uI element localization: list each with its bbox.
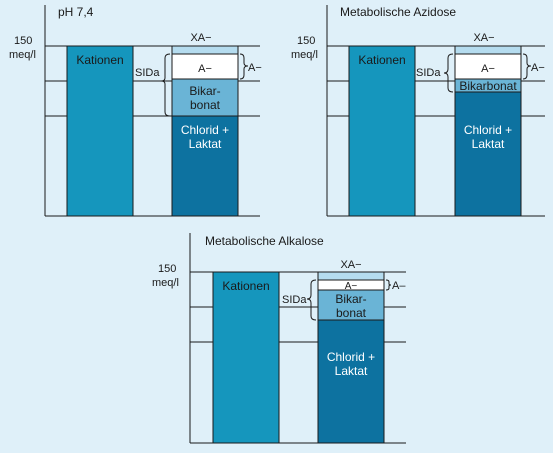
- axis-unit-label: meq/l: [152, 277, 179, 289]
- a-brace: [385, 279, 392, 291]
- axis-value-label: 150: [14, 35, 32, 47]
- a-outer-label: A–: [392, 280, 406, 292]
- a-inner-label: A−: [481, 63, 495, 75]
- bikarbonat-label-line2: bonat: [190, 98, 221, 112]
- a-segment: [454, 53, 522, 80]
- kationen-bar: [212, 271, 280, 444]
- a-inner-label: A−: [198, 63, 212, 75]
- xa-label: XA−: [340, 259, 361, 271]
- chlorid-segment: [454, 91, 522, 217]
- xa-label: XA−: [473, 32, 494, 44]
- a-inner-label: A−: [345, 281, 358, 292]
- axis-value-label: 150: [158, 263, 176, 275]
- sida-brace: [160, 53, 171, 117]
- panel-title: Metabolische Alkalose: [205, 234, 324, 248]
- chlorid-label-line1: Chlorid +: [464, 123, 512, 137]
- kationen-label: Kationen: [222, 279, 269, 293]
- chlorid-label-line1: Chlorid +: [327, 350, 375, 364]
- panel-azidose: Metabolische Azidose 150 meq/l Kationen …: [291, 5, 545, 217]
- panel-title: pH 7,4: [58, 5, 94, 19]
- chlorid-segment: [317, 319, 385, 444]
- axis-value-label: 150: [297, 35, 315, 47]
- a-outer-label: A−: [248, 62, 262, 74]
- xa-label: XA−: [190, 32, 211, 44]
- kationen-label: Kationen: [358, 53, 405, 67]
- panel-title: Metabolische Azidose: [340, 5, 456, 19]
- xa-segment: [171, 45, 239, 55]
- bikarbonat-label-line1: Bikarbonat: [459, 79, 517, 93]
- a-brace: [522, 53, 532, 80]
- sida-brace: [443, 53, 454, 93]
- a-outer-label: A−: [531, 62, 545, 74]
- sida-label: SIDa: [416, 67, 441, 79]
- axis-unit-label: meq/l: [9, 49, 36, 61]
- panel-alkalose: Metabolische Alkalose 150 meq/l Kationen…: [152, 233, 406, 444]
- xa-segment: [454, 45, 522, 55]
- bikarbonat-label-line1: Bikar-: [335, 292, 366, 306]
- kationen-bar: [348, 45, 416, 217]
- panel-normal: pH 7,4 150 meq/l Kationen XA− A− Bikar- …: [9, 5, 262, 217]
- kationen-label: Kationen: [76, 53, 123, 67]
- chlorid-label-line1: Chlorid +: [181, 123, 229, 137]
- chlorid-segment: [171, 115, 239, 217]
- a-segment: [171, 53, 239, 80]
- axis-unit-label: meq/l: [291, 49, 318, 61]
- sida-label: SIDa: [135, 67, 160, 79]
- chlorid-label-line2: Laktat: [189, 137, 222, 151]
- sida-label: SIDa: [282, 294, 307, 306]
- kationen-bar: [66, 45, 134, 217]
- xa-segment: [317, 271, 385, 281]
- chlorid-label-line2: Laktat: [472, 137, 505, 151]
- bikarbonat-segment: [317, 289, 385, 321]
- bikarbonat-label-line1: Bikar-: [189, 84, 220, 98]
- bikarbonat-label-line2: bonat: [336, 306, 367, 320]
- a-brace: [239, 53, 249, 80]
- chlorid-label-line2: Laktat: [335, 364, 368, 378]
- sida-brace: [306, 279, 317, 321]
